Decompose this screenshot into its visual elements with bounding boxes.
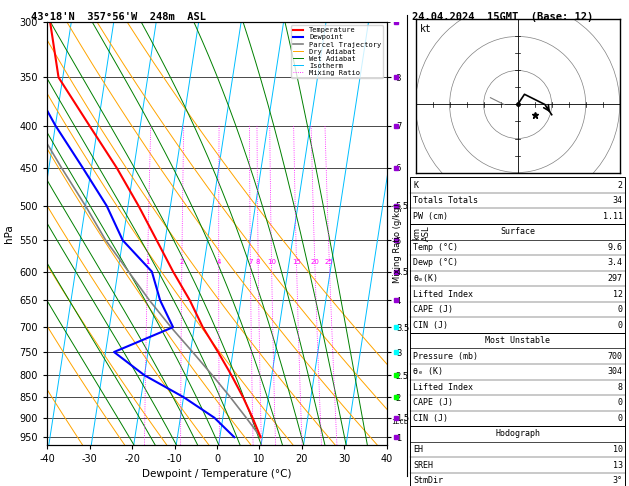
Text: 297: 297 — [608, 274, 623, 283]
Text: 7: 7 — [248, 260, 253, 265]
Text: θₑ (K): θₑ (K) — [413, 367, 443, 376]
Text: 15: 15 — [292, 260, 301, 265]
Text: 8: 8 — [618, 383, 623, 392]
Text: 12: 12 — [613, 290, 623, 298]
Text: CIN (J): CIN (J) — [413, 414, 448, 423]
Text: 700: 700 — [608, 352, 623, 361]
Text: K: K — [413, 181, 418, 190]
X-axis label: Dewpoint / Temperature (°C): Dewpoint / Temperature (°C) — [142, 469, 292, 479]
Legend: Temperature, Dewpoint, Parcel Trajectory, Dry Adiabat, Wet Adiabat, Isotherm, Mi: Temperature, Dewpoint, Parcel Trajectory… — [291, 25, 383, 78]
Text: Lifted Index: Lifted Index — [413, 383, 473, 392]
Text: 0: 0 — [618, 321, 623, 330]
Text: 0: 0 — [618, 305, 623, 314]
Text: 1LCL: 1LCL — [391, 418, 408, 425]
Text: Dewp (°C): Dewp (°C) — [413, 259, 459, 267]
Text: 1: 1 — [145, 260, 150, 265]
Text: 34: 34 — [613, 196, 623, 205]
Text: 4: 4 — [216, 260, 221, 265]
Text: Lifted Index: Lifted Index — [413, 290, 473, 298]
Text: CAPE (J): CAPE (J) — [413, 305, 454, 314]
Text: 13: 13 — [613, 461, 623, 469]
Text: Hodograph: Hodograph — [495, 430, 540, 438]
Text: Most Unstable: Most Unstable — [485, 336, 550, 345]
Text: 25: 25 — [325, 260, 333, 265]
Text: CAPE (J): CAPE (J) — [413, 399, 454, 407]
Text: Mixing Ratio (g/kg): Mixing Ratio (g/kg) — [393, 203, 402, 283]
Text: 10: 10 — [267, 260, 276, 265]
Text: 3°: 3° — [613, 476, 623, 485]
Text: 2: 2 — [180, 260, 184, 265]
Text: SREH: SREH — [413, 461, 433, 469]
Text: 24.04.2024  15GMT  (Base: 12): 24.04.2024 15GMT (Base: 12) — [412, 12, 593, 22]
Y-axis label: hPa: hPa — [4, 224, 14, 243]
Y-axis label: km
ASL: km ASL — [412, 226, 431, 241]
Text: PW (cm): PW (cm) — [413, 212, 448, 221]
Text: 3.4: 3.4 — [608, 259, 623, 267]
Text: kt: kt — [420, 24, 431, 34]
Text: 304: 304 — [608, 367, 623, 376]
Text: 20: 20 — [310, 260, 320, 265]
Text: Pressure (mb): Pressure (mb) — [413, 352, 478, 361]
Text: StmDir: StmDir — [413, 476, 443, 485]
Text: Totals Totals: Totals Totals — [413, 196, 478, 205]
Text: 9.6: 9.6 — [608, 243, 623, 252]
Text: CIN (J): CIN (J) — [413, 321, 448, 330]
Text: 2: 2 — [618, 181, 623, 190]
Text: θₑ(K): θₑ(K) — [413, 274, 438, 283]
Text: Surface: Surface — [500, 227, 535, 236]
Text: 43°18'N  357°56'W  248m  ASL: 43°18'N 357°56'W 248m ASL — [31, 12, 206, 22]
Text: Temp (°C): Temp (°C) — [413, 243, 459, 252]
Text: 1.11: 1.11 — [603, 212, 623, 221]
Text: EH: EH — [413, 445, 423, 454]
Text: 10: 10 — [613, 445, 623, 454]
Text: 0: 0 — [618, 399, 623, 407]
Text: 8: 8 — [256, 260, 260, 265]
Text: 0: 0 — [618, 414, 623, 423]
